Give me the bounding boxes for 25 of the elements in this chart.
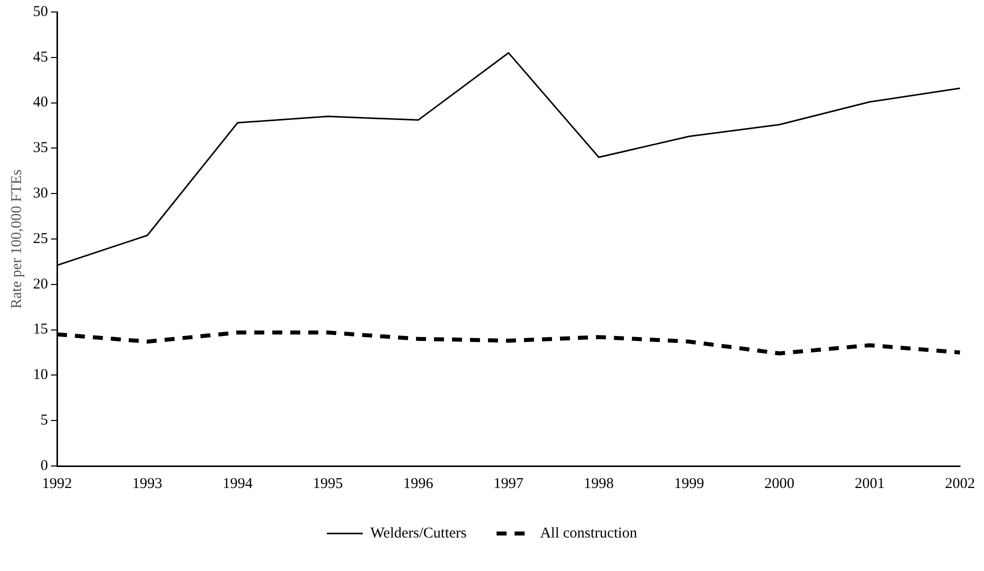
- x-tick-label: 1999: [674, 476, 704, 492]
- x-tick-label: 2001: [854, 476, 885, 492]
- y-tick-label: 5: [40, 412, 48, 429]
- y-tick-label: 10: [33, 367, 48, 384]
- x-tick-label: 2000: [764, 476, 794, 492]
- x-tick-label: 1996: [403, 476, 434, 492]
- y-tick-label: 45: [33, 49, 48, 66]
- y-tick-label: 40: [33, 94, 48, 111]
- y-tick-label: 50: [33, 4, 48, 20]
- y-tick-label: 0: [40, 458, 48, 474]
- legend-label: Welders/Cutters: [370, 525, 467, 542]
- y-tick-label: 35: [33, 140, 48, 156]
- x-tick-label: 2002: [945, 476, 975, 492]
- y-tick-label: 30: [33, 186, 48, 202]
- x-tick-label: 1997: [494, 476, 524, 492]
- y-tick-label: 25: [33, 230, 48, 247]
- x-tick-label: 1992: [42, 476, 72, 492]
- x-tick-label: 1998: [584, 476, 614, 492]
- y-tick-label: 20: [33, 276, 48, 292]
- y-axis-title: Rate per 100,000 FTEs: [8, 169, 25, 309]
- x-tick-label: 1993: [132, 476, 162, 492]
- x-tick-label: 1994: [222, 476, 254, 492]
- x-tick-label: 1995: [312, 476, 343, 492]
- y-tick-label: 15: [33, 322, 48, 338]
- legend-label: All construction: [540, 525, 638, 542]
